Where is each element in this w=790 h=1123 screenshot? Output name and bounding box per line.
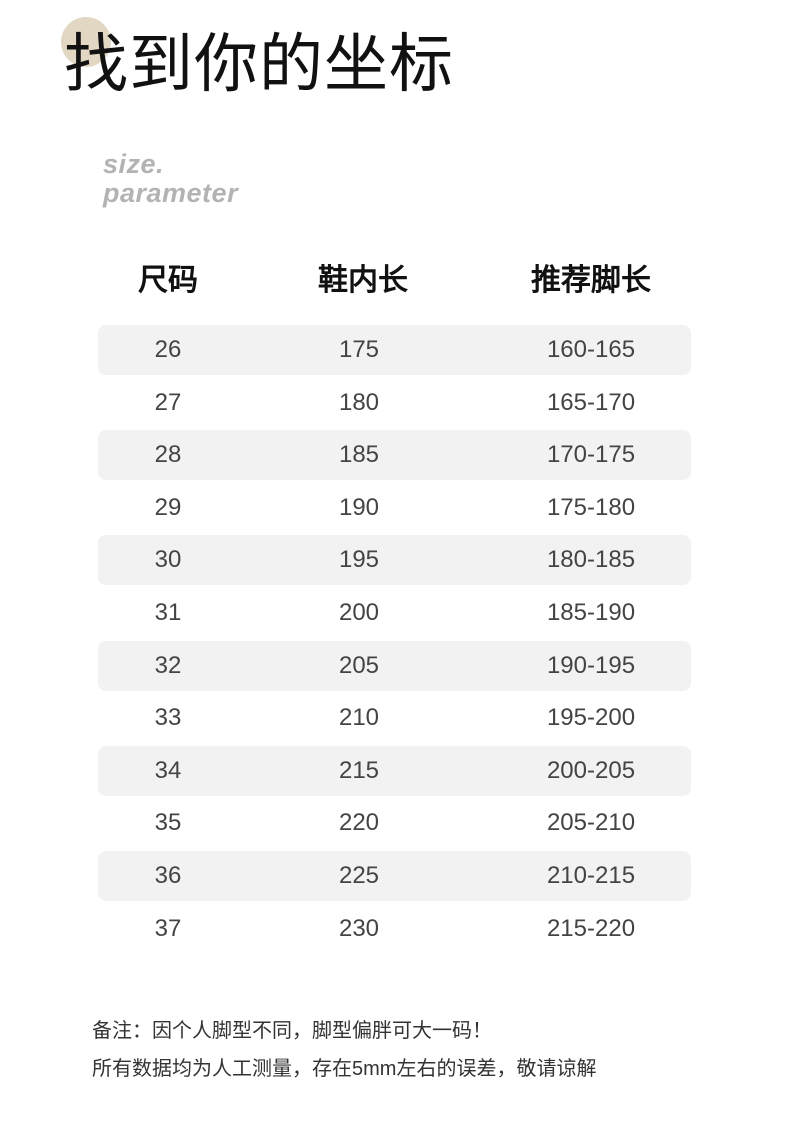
shoe-length-cell: 205 (338, 651, 380, 679)
size-cell: 33 (154, 704, 182, 732)
note-line-1: 备注：因个人脚型不同，脚型偏胖可大一码！ (92, 1020, 492, 1042)
foot-length-cell: 180-185 (546, 546, 636, 574)
decorative-circle (61, 17, 111, 67)
table-row: 33 210 195-200 (98, 693, 691, 743)
foot-length-cell: 200-205 (546, 756, 636, 784)
header-shoe-length: 鞋内长 (318, 264, 408, 297)
table-row: 37 230 215-220 (98, 904, 691, 954)
size-cell: 32 (154, 651, 182, 679)
foot-length-cell: 185-190 (546, 599, 636, 626)
foot-length-cell: 205-210 (546, 809, 636, 837)
foot-length-cell: 175-180 (546, 493, 636, 521)
shoe-length-cell: 215 (338, 756, 380, 784)
size-cell: 30 (154, 546, 182, 574)
size-cell: 36 (154, 862, 182, 889)
shoe-length-cell: 210 (338, 704, 380, 732)
table-row: 30 195 180-185 (98, 535, 691, 586)
foot-length-cell: 165-170 (546, 388, 636, 416)
shoe-length-cell: 230 (338, 914, 380, 942)
size-cell: 26 (154, 336, 182, 363)
subtitle: size. parameter (103, 150, 238, 208)
size-cell: 34 (154, 756, 182, 784)
foot-length-cell: 195-200 (546, 704, 636, 732)
size-cell: 31 (154, 599, 182, 626)
size-cell: 37 (154, 914, 182, 942)
shoe-length-cell: 180 (338, 388, 380, 416)
table-row: 32 205 190-195 (98, 640, 691, 691)
page-title: 找到你的坐标 (64, 28, 454, 100)
foot-length-cell: 210-215 (546, 862, 636, 889)
table-row: 28 185 170-175 (98, 430, 691, 481)
table-row: 34 215 200-205 (98, 745, 691, 796)
shoe-length-cell: 220 (338, 809, 380, 837)
table-row: 26 175 160-165 (98, 325, 691, 375)
size-cell: 35 (154, 809, 182, 837)
subtitle-line2: parameter (103, 178, 239, 208)
size-cell: 28 (154, 441, 182, 469)
size-cell: 29 (154, 493, 182, 521)
foot-length-cell: 190-195 (546, 651, 636, 679)
table-row: 27 180 165-170 (98, 378, 691, 428)
shoe-length-cell: 225 (338, 862, 380, 889)
foot-length-cell: 170-175 (546, 441, 636, 469)
header-foot-length: 推荐脚长 (531, 264, 651, 297)
shoe-length-cell: 185 (338, 441, 380, 469)
foot-length-cell: 160-165 (546, 336, 636, 363)
shoe-length-cell: 200 (338, 599, 380, 626)
size-cell: 27 (154, 388, 182, 416)
table-row: 36 225 210-215 (98, 851, 691, 901)
subtitle-line1: size. (103, 149, 165, 179)
shoe-length-cell: 175 (338, 336, 380, 363)
foot-length-cell: 215-220 (546, 914, 636, 942)
table-row: 31 200 185-190 (98, 588, 691, 638)
note-line-2: 所有数据均为人工测量，存在5mm左右的误差，敬请谅解 (92, 1058, 597, 1080)
table-row: 35 220 205-210 (98, 798, 691, 848)
table-row: 29 190 175-180 (98, 483, 691, 533)
header-size: 尺码 (138, 264, 198, 297)
shoe-length-cell: 190 (338, 493, 380, 521)
shoe-length-cell: 195 (338, 546, 380, 574)
